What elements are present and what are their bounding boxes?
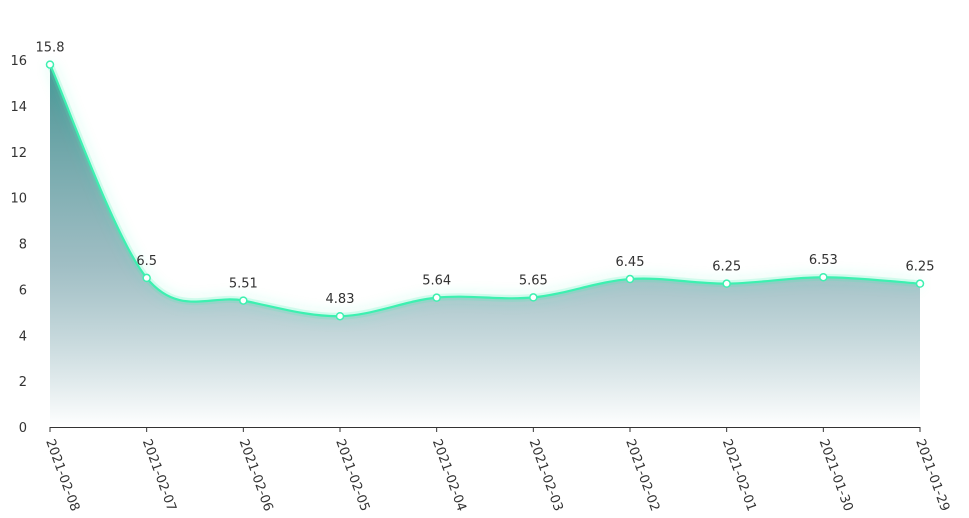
x-axis: 2021-02-08 2021-02-07 2021-02-06 2021-02-05… [42, 427, 952, 513]
data-point[interactable] [432, 293, 441, 302]
data-point[interactable] [142, 273, 151, 283]
data-point[interactable] [529, 293, 538, 302]
x-tick-label: 2021-02-03 [526, 437, 566, 513]
data-label: 5.65 [519, 273, 548, 288]
data-point[interactable] [915, 279, 925, 288]
data-label: 5.64 [422, 274, 451, 289]
y-tick-label: 6 [19, 283, 27, 298]
data-label: 6.25 [712, 260, 741, 275]
data-label: 4.83 [326, 292, 355, 307]
data-point[interactable] [239, 296, 248, 305]
x-tick-label: 2021-02-04 [429, 437, 469, 513]
data-point[interactable] [45, 60, 55, 69]
series-line [48, 64, 921, 318]
data-point[interactable] [722, 279, 731, 288]
series-area [50, 64, 920, 428]
data-label: 5.51 [229, 277, 258, 292]
x-tick-label: 2021-02-06 [236, 437, 276, 513]
data-point[interactable] [335, 311, 345, 321]
y-tick-label: 16 [10, 54, 27, 69]
y-tick-label: 2 [19, 375, 27, 390]
data-labels: 15.8 6.5 5.51 4.83 5.64 5.65 6.45 6.25 6.53 6.25 [36, 41, 935, 308]
area-layer [46, 63, 921, 428]
points-layer [45, 60, 925, 321]
x-tick-label: 2021-02-05 [332, 437, 372, 513]
y-tick-label: 10 [10, 192, 27, 207]
y-tick-label: 14 [10, 100, 27, 115]
y-axis: 0 2 4 6 8 10 12 14 16 [10, 54, 27, 436]
x-tick-label: 2021-02-07 [139, 437, 179, 513]
data-label: 6.25 [906, 260, 935, 275]
y-tick-label: 8 [19, 238, 27, 253]
y-tick-label: 12 [10, 146, 27, 161]
data-label: 6.45 [616, 255, 645, 270]
data-point[interactable] [819, 272, 828, 282]
x-tick-label: 2021-02-01 [719, 437, 759, 513]
data-point[interactable] [625, 274, 635, 284]
data-label: 6.53 [809, 253, 838, 268]
x-tick-label: 2021-01-29 [912, 437, 952, 513]
data-label: 6.5 [136, 254, 157, 269]
y-tick-label: 4 [19, 329, 27, 344]
x-tick-label: 2021-02-08 [42, 437, 82, 513]
x-tick-label: 2021-01-30 [816, 437, 856, 513]
x-tick-label: 2021-02-02 [622, 437, 662, 513]
y-tick-label: 0 [19, 421, 27, 436]
data-label: 15.8 [36, 41, 65, 56]
